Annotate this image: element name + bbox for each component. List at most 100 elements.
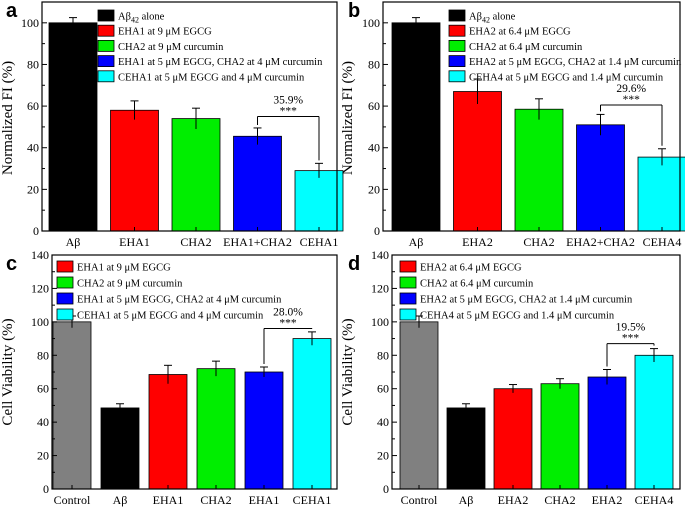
panel-letter: c bbox=[6, 253, 17, 275]
bar bbox=[399, 321, 439, 490]
legend-label: CHA2 at 6.4 μM curcumin bbox=[420, 279, 534, 290]
annotation-stars: *** bbox=[279, 318, 297, 330]
y-axis-label: Cell Viability (%) bbox=[0, 318, 16, 425]
legend-label: Aβ42 alone bbox=[469, 12, 516, 25]
legend-swatch bbox=[56, 260, 74, 273]
bar bbox=[148, 374, 188, 490]
x-tick-label: EHA1 bbox=[153, 493, 184, 507]
legend-swatch bbox=[399, 276, 417, 289]
legend-label: EHA1 at 5 μM EGCG, CHA2 at 4 μM curcumin bbox=[118, 57, 323, 68]
panel-letter: a bbox=[6, 0, 18, 22]
legend-label: EHA2 at 5 μM EGCG, CHA2 at 1.4 μM curcum… bbox=[469, 57, 682, 68]
y-tick-label: 0 bbox=[33, 224, 39, 238]
annotation-stars: *** bbox=[280, 106, 298, 118]
legend-swatch bbox=[399, 260, 417, 273]
y-tick-label: 40 bbox=[368, 141, 380, 155]
legend-swatch bbox=[97, 24, 115, 37]
x-tick-label: Control bbox=[54, 493, 91, 507]
y-tick-label: 60 bbox=[27, 99, 39, 113]
legend-swatch bbox=[399, 308, 417, 321]
bar bbox=[196, 368, 236, 490]
y-tick-label: 100 bbox=[371, 315, 389, 329]
x-tick-label: EHA2 bbox=[592, 493, 623, 507]
y-tick-label: 100 bbox=[21, 16, 39, 30]
legend-label: EHA2 at 6.4 μM EGCG bbox=[420, 263, 522, 274]
x-tick-label: EHA1 bbox=[119, 235, 150, 249]
y-tick-label: 100 bbox=[31, 315, 49, 329]
legend-swatch bbox=[448, 24, 466, 37]
x-tick-label: CHA2 bbox=[523, 235, 554, 249]
legend-label: EHA1 at 5 μM EGCG, CHA2 at 4 μM curcumin bbox=[77, 295, 282, 306]
x-tick-label: CEHA1 bbox=[300, 235, 339, 249]
bar bbox=[446, 407, 486, 490]
annotation-stars: *** bbox=[622, 333, 640, 345]
x-tick-label: CEHA4 bbox=[635, 493, 674, 507]
x-tick-label: CHA2 bbox=[200, 493, 231, 507]
legend-swatch bbox=[97, 9, 115, 22]
bar bbox=[493, 388, 533, 490]
panel-letter: b bbox=[348, 0, 360, 22]
y-tick-label: 100 bbox=[362, 16, 380, 30]
annotation-percent: 35.9% bbox=[273, 95, 303, 107]
bar bbox=[453, 91, 502, 232]
y-tick-label: 20 bbox=[37, 449, 49, 463]
panel-b: 0 20 40 60 80 100 Aβ EHA2 CHA2 EHA2+CHA2 CEHA4 Norm… bbox=[340, 0, 685, 249]
x-tick-label: Control bbox=[401, 493, 438, 507]
y-tick-label: 40 bbox=[377, 415, 389, 429]
x-tick-label: EHA1+CHA2 bbox=[223, 235, 292, 249]
legend-label: EHA1 at 9 μM EGCG bbox=[77, 263, 171, 274]
y-tick-label: 20 bbox=[368, 182, 380, 196]
x-tick-label: Aβ bbox=[459, 493, 474, 507]
panel-letter: d bbox=[348, 253, 360, 275]
y-tick-label: 80 bbox=[27, 57, 39, 71]
x-tick-label: Aβ bbox=[66, 235, 81, 249]
legend-swatch bbox=[448, 55, 466, 67]
y-axis-label: Normalized FI (%) bbox=[0, 61, 16, 175]
legend-swatch bbox=[56, 308, 74, 321]
legend-label: EHA2 at 6.4 μM EGCG bbox=[469, 27, 571, 38]
legend-swatch bbox=[97, 70, 115, 83]
y-tick-label: 80 bbox=[368, 57, 380, 71]
legend-label: CEHA1 at 5 μM EGCG and 4 μM curcumin bbox=[118, 72, 305, 83]
y-tick-label: 20 bbox=[27, 182, 39, 196]
y-tick-label: 120 bbox=[371, 281, 389, 295]
y-tick-label: 20 bbox=[377, 449, 389, 463]
legend-label: CEHA4 at 5 μM EGCG and 1.4 μM curcumin bbox=[420, 311, 615, 322]
x-tick-label: EHA2+CHA2 bbox=[566, 235, 635, 249]
y-tick-label: 140 bbox=[371, 248, 389, 262]
x-tick-label: Aβ bbox=[409, 235, 424, 249]
plot-frame bbox=[41, 1, 338, 232]
annotation-stars: *** bbox=[623, 94, 641, 106]
plot-frame bbox=[382, 1, 681, 232]
legend-label: EHA2 at 5 μM EGCG, CHA2 at 1.4 μM curcum… bbox=[420, 295, 633, 306]
y-tick-label: 60 bbox=[377, 382, 389, 396]
legend-label: CHA2 at 9 μM curcumin bbox=[77, 279, 183, 290]
panel-a: 0 20 40 60 80 100 Aβ EHA1 CHA2 EHA1+CHA2 CEHA1 Norm… bbox=[0, 0, 344, 249]
bar bbox=[391, 22, 441, 232]
panel-d: 020406080100120140ControlAβEHA2CHA2EHA2+… bbox=[340, 248, 681, 507]
y-tick-label: 60 bbox=[368, 99, 380, 113]
annotation-percent: 28.0% bbox=[273, 307, 303, 319]
y-tick-label: 0 bbox=[383, 482, 389, 496]
bar bbox=[52, 321, 92, 490]
bar bbox=[637, 156, 685, 232]
y-tick-label: 60 bbox=[37, 382, 49, 396]
legend-label: CHA2 at 9 μM curcumin bbox=[118, 42, 224, 53]
bar bbox=[587, 376, 627, 490]
legend-label: CHA2 at 6.4 μM curcumin bbox=[469, 42, 583, 53]
y-tick-label: 40 bbox=[37, 415, 49, 429]
legend-label: EHA1 at 9 μM EGCG bbox=[118, 27, 212, 38]
legend-swatch bbox=[97, 40, 115, 52]
x-tick-label: EHA2 bbox=[462, 235, 493, 249]
x-tick-label: Aβ bbox=[113, 493, 128, 507]
legend-label: CEHA1 at 5 μM EGCG and 4 μM curcumin bbox=[77, 311, 264, 322]
bar bbox=[244, 371, 284, 490]
legend-swatch bbox=[399, 292, 417, 305]
y-tick-label: 40 bbox=[27, 141, 39, 155]
y-tick-label: 120 bbox=[31, 281, 49, 295]
bar bbox=[233, 135, 282, 232]
x-tick-label: CEHA1 bbox=[293, 493, 332, 507]
x-tick-label: CHA2 bbox=[544, 493, 575, 507]
y-tick-label: 80 bbox=[37, 348, 49, 362]
